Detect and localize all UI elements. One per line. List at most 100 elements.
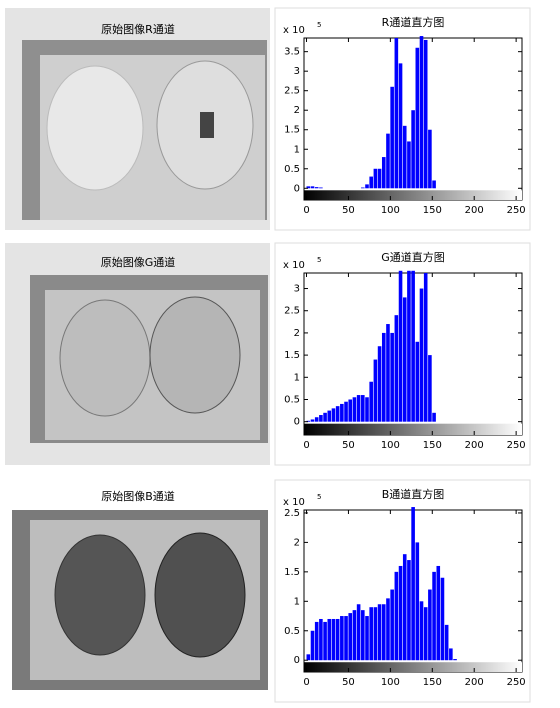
y-tick-label: 2.5 <box>284 508 300 519</box>
y-exponent: 5 <box>317 21 321 29</box>
bar <box>352 397 357 422</box>
y-tick-label: 1 <box>294 144 300 155</box>
bar <box>432 412 436 422</box>
bar <box>361 395 365 422</box>
bar <box>423 607 428 661</box>
y-tick-label: 1.5 <box>284 125 300 136</box>
bar <box>428 355 432 422</box>
y-tick-label: 0 <box>294 655 300 666</box>
y-tick-label: 2.5 <box>284 306 300 317</box>
bar <box>344 401 348 422</box>
y-tick-label: 0.5 <box>284 164 300 175</box>
image-title: 原始图像B通道 <box>101 489 175 503</box>
bar <box>394 315 399 422</box>
x-tick-label: 200 <box>465 440 484 451</box>
bar <box>377 604 382 661</box>
chart-title: G通道直方图 <box>381 250 445 264</box>
bar <box>335 406 340 422</box>
bar <box>365 616 369 661</box>
bar <box>398 270 403 422</box>
bar <box>402 125 407 189</box>
y-exponent: 5 <box>317 256 321 264</box>
bar <box>444 624 449 661</box>
y-tick-label: 3 <box>294 66 300 77</box>
x-tick-label: 0 <box>303 205 309 216</box>
bar <box>423 273 428 422</box>
bar <box>390 86 394 189</box>
y-tick-label: 0 <box>294 417 300 428</box>
bar <box>306 420 311 422</box>
colorbar <box>304 190 522 200</box>
bar <box>394 38 399 189</box>
y-exponent: 5 <box>317 493 321 501</box>
bar <box>352 610 357 661</box>
bar <box>386 324 390 422</box>
bar <box>411 110 415 189</box>
bar <box>323 621 327 661</box>
x-tick-label: 250 <box>507 440 526 451</box>
bar <box>348 399 353 422</box>
x-tick-label: 150 <box>423 205 442 216</box>
chart-title: R通道直方图 <box>382 15 445 29</box>
bar <box>361 187 365 189</box>
bar <box>381 604 386 661</box>
bar <box>365 184 369 189</box>
bar <box>373 359 378 422</box>
colorbar <box>304 662 522 672</box>
bar <box>335 618 340 661</box>
y-tick-label: 0.5 <box>284 394 300 405</box>
bar <box>314 621 319 661</box>
y-tick-label: 2 <box>294 537 300 548</box>
bar <box>348 613 353 661</box>
bar <box>369 607 373 661</box>
x-tick-label: 0 <box>303 677 309 688</box>
x-tick-label: 100 <box>381 440 400 451</box>
y-tick-label: 3 <box>294 284 300 295</box>
bar <box>407 270 411 422</box>
bar <box>381 332 386 422</box>
bar <box>306 654 311 661</box>
bar <box>432 180 436 189</box>
y-tick-label: 1 <box>294 372 300 383</box>
x-tick-label: 250 <box>507 677 526 688</box>
bar <box>377 168 382 189</box>
bar <box>331 618 336 661</box>
bar <box>428 129 432 189</box>
bar <box>390 332 394 422</box>
image-panel: 原始图像B通道 <box>5 480 270 702</box>
x-tick-label: 50 <box>342 677 355 688</box>
bar <box>449 648 453 661</box>
bar <box>398 565 403 661</box>
y-tick-label: 1.5 <box>284 567 300 578</box>
bar <box>310 630 315 661</box>
image-title: 原始图像G通道 <box>101 255 176 269</box>
bar <box>319 618 323 661</box>
chart-title: B通道直方图 <box>382 487 445 501</box>
bar <box>310 419 315 422</box>
bar <box>365 397 369 422</box>
y-multiplier: x 10 <box>283 497 305 508</box>
bar <box>377 346 382 422</box>
image-panel: 原始图像G通道 <box>5 243 270 465</box>
bar <box>323 412 327 422</box>
bar <box>411 507 415 661</box>
bar <box>411 270 415 422</box>
bar <box>419 601 424 661</box>
y-tick-label: 1 <box>294 596 300 607</box>
bar <box>419 36 424 189</box>
image-panel: 原始图像R通道 <box>5 8 270 230</box>
bar <box>314 187 319 189</box>
bar <box>319 415 323 422</box>
x-tick-label: 100 <box>381 205 400 216</box>
x-tick-label: 150 <box>423 677 442 688</box>
x-tick-label: 200 <box>465 677 484 688</box>
x-tick-label: 250 <box>507 205 526 216</box>
bar <box>415 47 420 189</box>
bar <box>340 403 344 422</box>
bar <box>369 176 373 189</box>
bar <box>356 395 361 422</box>
bar <box>415 341 420 422</box>
y-multiplier: x 10 <box>283 25 305 36</box>
x-tick-label: 100 <box>381 677 400 688</box>
x-tick-label: 50 <box>342 440 355 451</box>
